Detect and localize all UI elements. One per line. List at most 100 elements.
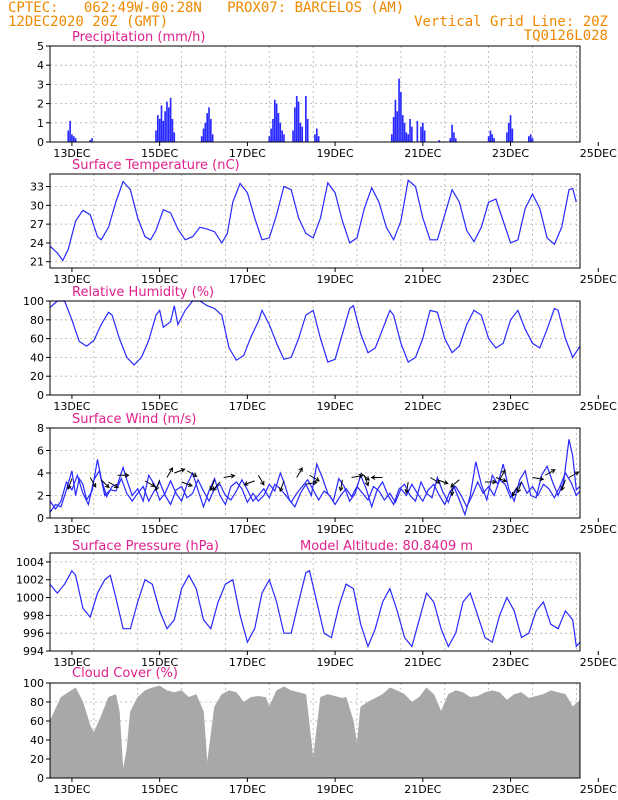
y-tick-label: 80 (30, 314, 44, 327)
y-tick-label: 0 (37, 512, 44, 525)
panel-title: Surface Pressure (hPa) (72, 539, 219, 554)
precip-bar (72, 136, 75, 142)
wind-arrow-shaft (244, 480, 255, 486)
wind-arrow-head (358, 473, 364, 479)
station-header: CPTEC: 062:49W-00:28N PROX07: BARCELOS (… (8, 0, 405, 16)
wind-arrow-shaft (181, 481, 193, 487)
precip-bar (210, 118, 212, 142)
wind-arrow-shaft (108, 481, 119, 488)
wind-arrow-shaft (517, 481, 522, 493)
wind-arrow-shaft (155, 479, 161, 491)
precip-bar (89, 140, 92, 142)
cloud-area (49, 685, 581, 779)
x-tick-label: 15DEC (141, 656, 178, 669)
y-tick-label: 40 (30, 351, 44, 364)
precip-bar (316, 128, 318, 142)
y-tick-label: 994 (23, 645, 44, 658)
wind-arrow-head (365, 476, 370, 481)
wind-arrow-shaft (351, 475, 363, 478)
wind-arrow (212, 481, 221, 492)
wind-arrow-shaft (568, 471, 579, 478)
wind-arrow (174, 468, 186, 474)
wind-arrow-head (298, 467, 303, 473)
x-tick-label: 13DEC (53, 273, 90, 286)
wind-arrow (499, 469, 506, 481)
precip-bar (292, 130, 294, 142)
precip-bar (400, 92, 402, 142)
wind-arrow-head (502, 477, 508, 483)
wind-arrow (181, 481, 193, 487)
wind-arrow-head (260, 480, 265, 486)
wind-line (49, 469, 581, 511)
data-line (49, 300, 581, 366)
wind-arrow-shaft (210, 479, 215, 491)
wind-arrow (296, 467, 303, 478)
x-tick-label: 15DEC (141, 147, 178, 160)
wind-arrow-shaft (67, 478, 73, 490)
y-tick-label: 1000 (16, 592, 44, 605)
wind-arrow-shaft (89, 477, 97, 488)
precip-bar (507, 122, 510, 142)
x-tick-label: 19DEC (317, 783, 354, 796)
wind-arrow-head (516, 488, 522, 494)
x-tick-label: 15DEC (141, 523, 178, 536)
wind-arrow (351, 473, 364, 479)
wind-arrow (117, 472, 130, 478)
wind-arrow (89, 477, 97, 488)
y-tick-label: 60 (30, 715, 44, 728)
precip-bar (531, 138, 534, 142)
wind-arrow (154, 479, 161, 492)
precip-bar (299, 122, 302, 142)
precip-bar (157, 115, 159, 142)
precip-bar (420, 126, 422, 142)
x-tick-label: 23DEC (492, 523, 529, 536)
x-tick-label: 23DEC (492, 273, 529, 286)
precip-bar (491, 134, 494, 142)
x-tick-label: 23DEC (492, 147, 529, 160)
y-tick-label: 0 (37, 772, 44, 785)
wind-arrow (279, 480, 285, 493)
x-tick-label: 19DEC (317, 273, 354, 286)
y-tick-label: 21 (30, 256, 44, 269)
x-tick-label: 23DEC (492, 783, 529, 796)
wind-arrow-shaft (405, 481, 409, 493)
precip-bar (208, 107, 210, 142)
wind-arrow-shaft (429, 477, 440, 484)
precip-bar (268, 136, 271, 142)
precip-bar (155, 130, 157, 142)
wind-arrow (484, 479, 498, 485)
precip-bar (396, 111, 399, 142)
wind-arrow-head (404, 488, 410, 494)
y-tick-label: 80 (30, 696, 44, 709)
precip-bar (301, 126, 304, 142)
precip-bar (489, 130, 492, 142)
x-tick-label: 19DEC (317, 147, 354, 160)
wind-arrow (305, 480, 318, 486)
y-tick-label: 2 (37, 98, 44, 111)
wind-arrow-shaft (100, 479, 110, 488)
wind-line (49, 439, 581, 517)
wind-arrow-head (492, 479, 498, 485)
precip-bar (91, 138, 93, 142)
plot-frame (49, 427, 581, 519)
precip-bar (511, 128, 514, 142)
y-tick-label: 4 (37, 59, 44, 72)
y-tick-label: 998 (23, 609, 44, 622)
wind-arrow-head (511, 491, 517, 497)
wind-arrow (243, 480, 255, 486)
precip-bar (202, 128, 205, 142)
panel-title: Relative Humidity (%) (72, 285, 214, 300)
y-tick-label: 996 (23, 627, 44, 640)
precip-bar (451, 124, 453, 142)
precip-bar (305, 95, 307, 142)
precip-bar (273, 99, 276, 142)
wind-arrow-head (435, 479, 441, 484)
wind-arrow-head (192, 472, 198, 477)
wind-arrow-head (279, 487, 284, 493)
precip-bar (173, 132, 176, 142)
precip-bar (295, 95, 298, 142)
wind-arrow (560, 479, 566, 492)
wind-arrow (67, 478, 73, 490)
precip-bar (74, 138, 77, 142)
panel-annotation: Model Altitude: 80.8409 m (300, 539, 473, 554)
